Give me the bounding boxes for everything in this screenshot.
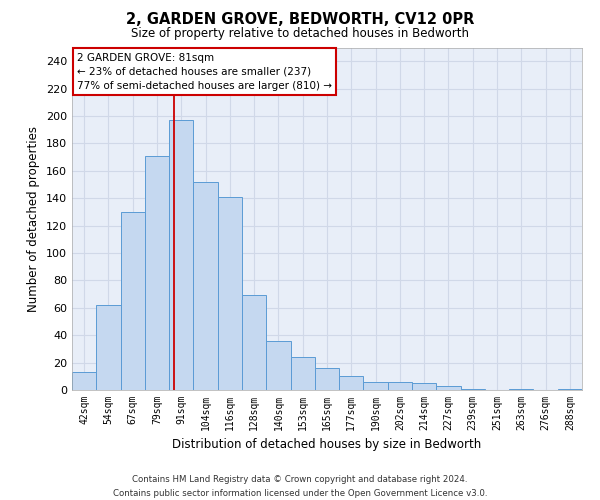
Bar: [509, 388, 533, 390]
Bar: [96, 305, 121, 390]
Bar: [558, 388, 582, 390]
Bar: [388, 382, 412, 390]
Bar: [290, 357, 315, 390]
Bar: [193, 182, 218, 390]
Y-axis label: Number of detached properties: Number of detached properties: [28, 126, 40, 312]
Bar: [266, 340, 290, 390]
Bar: [339, 376, 364, 390]
Bar: [169, 120, 193, 390]
Text: 2 GARDEN GROVE: 81sqm
← 23% of detached houses are smaller (237)
77% of semi-det: 2 GARDEN GROVE: 81sqm ← 23% of detached …: [77, 52, 332, 90]
Bar: [436, 386, 461, 390]
Bar: [121, 212, 145, 390]
Bar: [242, 296, 266, 390]
Bar: [315, 368, 339, 390]
Bar: [412, 383, 436, 390]
Text: Contains HM Land Registry data © Crown copyright and database right 2024.
Contai: Contains HM Land Registry data © Crown c…: [113, 476, 487, 498]
Bar: [72, 372, 96, 390]
X-axis label: Distribution of detached houses by size in Bedworth: Distribution of detached houses by size …: [172, 438, 482, 452]
Text: 2, GARDEN GROVE, BEDWORTH, CV12 0PR: 2, GARDEN GROVE, BEDWORTH, CV12 0PR: [126, 12, 474, 28]
Bar: [218, 197, 242, 390]
Text: Size of property relative to detached houses in Bedworth: Size of property relative to detached ho…: [131, 28, 469, 40]
Bar: [145, 156, 169, 390]
Bar: [364, 382, 388, 390]
Bar: [461, 388, 485, 390]
